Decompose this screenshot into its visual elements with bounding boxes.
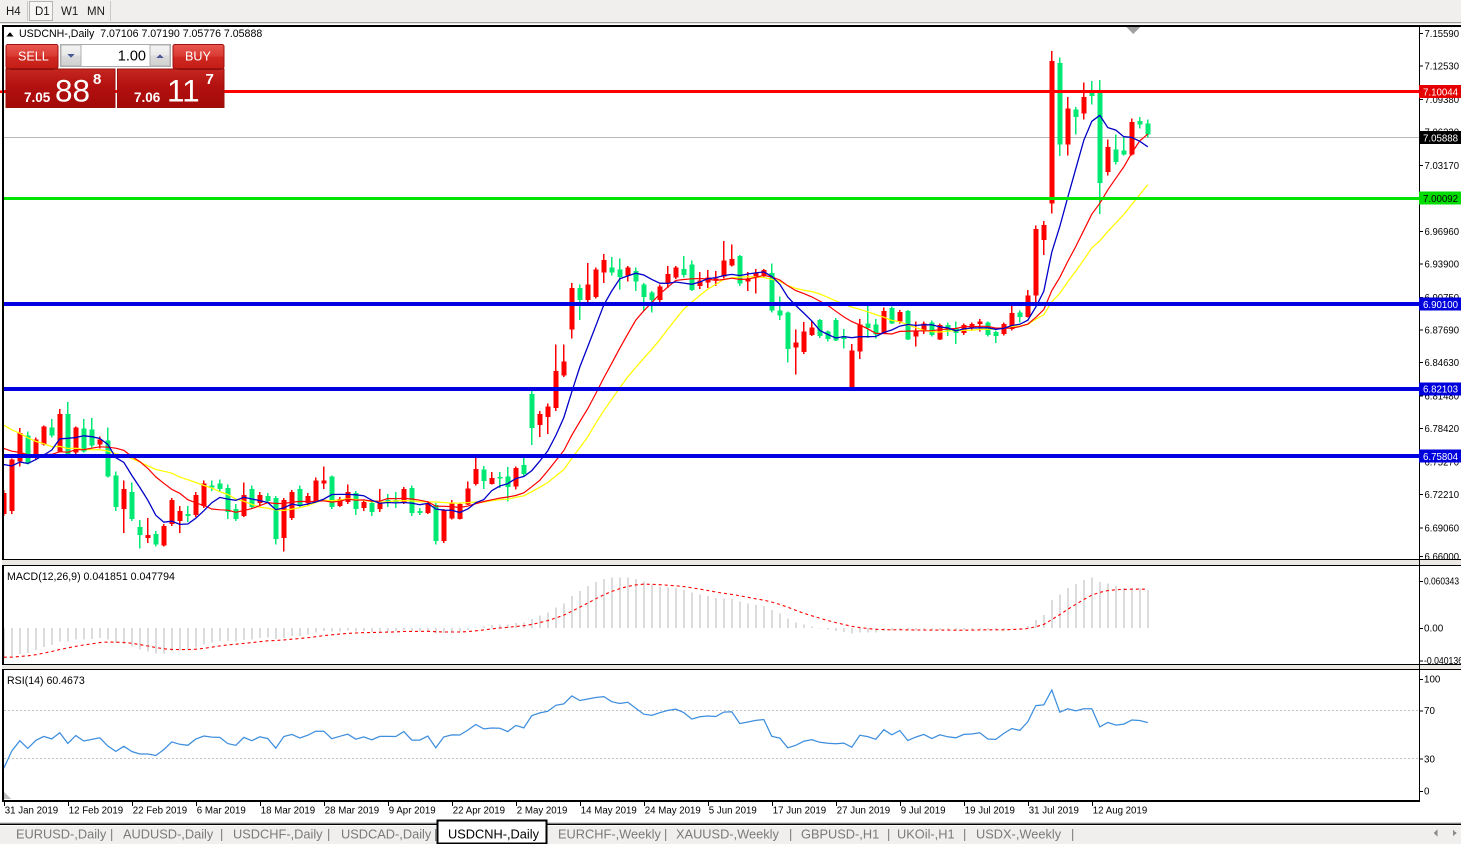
svg-text:|: | (434, 827, 437, 842)
svg-text:6.66000: 6.66000 (1425, 552, 1460, 563)
svg-text:5 Jun 2019: 5 Jun 2019 (709, 806, 757, 817)
svg-text:0: 0 (1424, 787, 1430, 798)
svg-text:6.81480: 6.81480 (1425, 392, 1460, 403)
svg-text:0.00: 0.00 (1424, 624, 1444, 635)
svg-text:7.00092: 7.00092 (1423, 194, 1458, 205)
svg-text:6.75270: 6.75270 (1425, 458, 1460, 469)
svg-text:19 Jul 2019: 19 Jul 2019 (965, 806, 1015, 817)
svg-text:7.05: 7.05 (24, 90, 51, 105)
svg-text:GBPUSD-,H1: GBPUSD-,H1 (801, 827, 879, 842)
svg-text:6.82103: 6.82103 (1423, 385, 1458, 396)
svg-text:SELL: SELL (18, 50, 49, 64)
svg-text:100: 100 (1424, 675, 1441, 686)
svg-text:H4: H4 (6, 6, 21, 18)
svg-text:6.90100: 6.90100 (1423, 300, 1458, 311)
svg-text:W1: W1 (61, 6, 78, 18)
svg-text:USDCAD-,Daily: USDCAD-,Daily (341, 827, 432, 842)
svg-text:UKOil-,H1: UKOil-,H1 (897, 827, 955, 842)
svg-text:11: 11 (167, 73, 200, 109)
svg-text:24 May 2019: 24 May 2019 (645, 806, 701, 817)
svg-text:7.15590: 7.15590 (1425, 29, 1460, 40)
svg-text:USDCNH-,Daily 7.07106 7.07190: USDCNH-,Daily 7.07106 7.07190 7.05776 7.… (19, 28, 262, 40)
svg-text:RSI(14) 60.4673: RSI(14) 60.4673 (7, 675, 85, 687)
svg-text:6.84630: 6.84630 (1425, 358, 1460, 369)
svg-text:6.87690: 6.87690 (1425, 326, 1460, 337)
svg-text:7.05888: 7.05888 (1423, 133, 1458, 144)
svg-text:7.09380: 7.09380 (1425, 95, 1460, 106)
svg-text:88: 88 (55, 73, 90, 109)
svg-text:6.96960: 6.96960 (1425, 227, 1460, 238)
svg-text:7: 7 (206, 71, 214, 88)
svg-text:D1: D1 (35, 6, 50, 18)
svg-text:BUY: BUY (185, 50, 211, 64)
svg-text:9 Jul 2019: 9 Jul 2019 (901, 806, 946, 817)
svg-text:31 Jul 2019: 31 Jul 2019 (1029, 806, 1079, 817)
svg-text:6.69060: 6.69060 (1425, 524, 1460, 535)
svg-text:AUDUSD-,Daily: AUDUSD-,Daily (123, 827, 214, 842)
svg-text:|: | (664, 827, 667, 842)
svg-text:18 Mar 2019: 18 Mar 2019 (261, 806, 315, 817)
svg-text:XAUUSD-,Weekly: XAUUSD-,Weekly (676, 827, 779, 842)
svg-text:6.78420: 6.78420 (1425, 424, 1460, 435)
svg-text:30: 30 (1424, 754, 1435, 765)
svg-text:6.93900: 6.93900 (1425, 260, 1460, 271)
svg-text:|: | (887, 827, 890, 842)
svg-text:8: 8 (93, 71, 101, 88)
svg-text:27 Jun 2019: 27 Jun 2019 (837, 806, 890, 817)
svg-text:22 Apr 2019: 22 Apr 2019 (453, 806, 505, 817)
svg-text:MN: MN (87, 6, 105, 18)
svg-text:7.06: 7.06 (134, 90, 161, 105)
svg-text:|: | (110, 827, 113, 842)
svg-text:|: | (963, 827, 966, 842)
svg-text:0.060343: 0.060343 (1424, 577, 1459, 588)
svg-text:2 May 2019: 2 May 2019 (517, 806, 568, 817)
svg-text:|: | (789, 827, 792, 842)
svg-text:14 May 2019: 14 May 2019 (581, 806, 637, 817)
svg-text:MACD(12,26,9) 0.041851 0.04779: MACD(12,26,9) 0.041851 0.047794 (7, 571, 175, 583)
svg-text:1.00: 1.00 (118, 49, 146, 65)
svg-text:USDCNH-,Daily: USDCNH-,Daily (448, 827, 540, 842)
svg-text:USDX-,Weekly: USDX-,Weekly (976, 827, 1062, 842)
svg-text:12 Aug 2019: 12 Aug 2019 (1093, 806, 1147, 817)
svg-text:12 Feb 2019: 12 Feb 2019 (69, 806, 123, 817)
svg-text:70: 70 (1424, 706, 1435, 717)
svg-text:|: | (327, 827, 330, 842)
svg-text:17 Jun 2019: 17 Jun 2019 (773, 806, 826, 817)
svg-text:7.12530: 7.12530 (1425, 61, 1460, 72)
svg-text:6.72210: 6.72210 (1425, 490, 1460, 501)
svg-text:EURUSD-,Daily: EURUSD-,Daily (16, 827, 107, 842)
svg-text:22 Feb 2019: 22 Feb 2019 (133, 806, 187, 817)
svg-text:28 Mar 2019: 28 Mar 2019 (325, 806, 379, 817)
svg-text:|: | (1071, 827, 1074, 842)
svg-text:31 Jan 2019: 31 Jan 2019 (5, 806, 58, 817)
svg-text:7.03170: 7.03170 (1425, 161, 1460, 172)
svg-text:9 Apr 2019: 9 Apr 2019 (389, 806, 436, 817)
svg-text:6.75804: 6.75804 (1423, 452, 1458, 463)
svg-text:6 Mar 2019: 6 Mar 2019 (197, 806, 246, 817)
svg-text:-0.040136: -0.040136 (1424, 656, 1461, 667)
svg-text:|: | (220, 827, 223, 842)
svg-text:EURCHF-,Weekly: EURCHF-,Weekly (558, 827, 661, 842)
svg-text:USDCHF-,Daily: USDCHF-,Daily (233, 827, 323, 842)
svg-text:7.10044: 7.10044 (1423, 88, 1458, 99)
